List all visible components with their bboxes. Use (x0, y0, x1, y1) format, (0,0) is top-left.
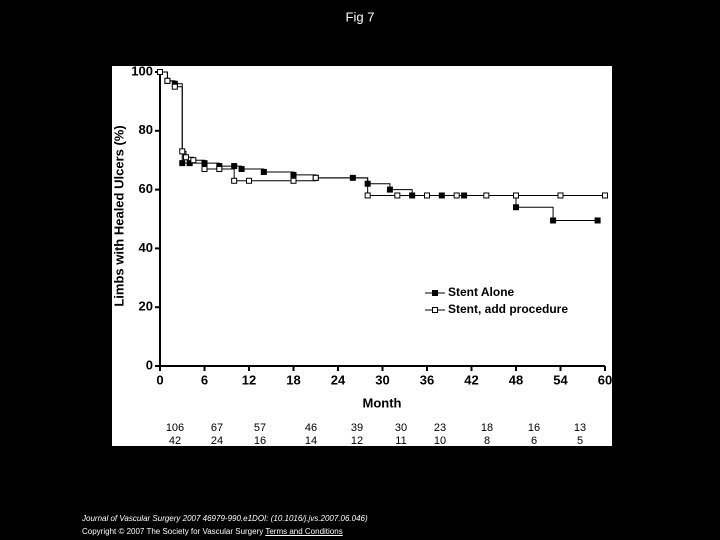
data-point (453, 192, 460, 199)
data-point (246, 177, 252, 184)
data-point (238, 166, 245, 173)
legend-label: Stent, add procedure (448, 302, 568, 316)
data-point (386, 186, 393, 193)
copyright-text: Copyright © 2007 The Society for Vascula… (82, 527, 266, 536)
legend-label: Stent Alone (448, 285, 515, 299)
data-point (260, 168, 267, 175)
legend-marker (432, 290, 438, 296)
at-risk-count: 6 (531, 435, 537, 447)
x-tick-label: 42 (464, 372, 478, 387)
x-tick-label: 12 (242, 372, 256, 387)
figure-panel (112, 66, 612, 446)
at-risk-count: 57 (254, 422, 266, 434)
y-tick-label: 40 (139, 240, 153, 255)
at-risk-count: 18 (481, 422, 493, 434)
data-point (602, 192, 608, 199)
data-point (201, 166, 208, 173)
x-axis-label: Month (363, 395, 402, 410)
data-point (557, 192, 564, 199)
data-point (290, 171, 297, 178)
x-tick-label: 48 (509, 372, 523, 387)
data-point (216, 166, 223, 173)
data-point (550, 217, 557, 224)
survival-line (160, 71, 605, 196)
data-point (179, 160, 186, 167)
at-risk-count: 24 (211, 435, 223, 447)
at-risk-count: 10 (434, 435, 446, 447)
x-tick-label: 24 (331, 372, 346, 387)
x-tick-label: 30 (375, 372, 389, 387)
y-axis-label: Limbs with Healed Ulcers (%) (111, 125, 126, 306)
at-risk-count: 23 (434, 422, 446, 434)
at-risk-count: 67 (211, 422, 223, 434)
legend-marker (432, 307, 438, 313)
data-point (424, 192, 430, 199)
x-tick-label: 6 (201, 372, 208, 387)
data-point (312, 174, 319, 181)
data-point (231, 177, 238, 184)
data-point (290, 177, 297, 184)
x-tick-label: 36 (420, 372, 434, 387)
y-tick-label: 0 (146, 357, 153, 372)
data-point (594, 217, 601, 224)
at-risk-count: 46 (305, 422, 317, 434)
x-tick-label: 18 (286, 372, 300, 387)
at-risk-count: 5 (577, 435, 583, 447)
data-point (231, 163, 238, 170)
data-point (179, 148, 186, 155)
copyright: Copyright © 2007 The Society for Vascula… (82, 527, 343, 536)
x-tick-label: 0 (156, 372, 163, 387)
data-point (513, 204, 519, 211)
at-risk-count: 13 (574, 422, 586, 434)
y-tick-label: 60 (139, 181, 153, 196)
data-point (164, 77, 171, 84)
at-risk-count: 16 (528, 422, 540, 434)
data-point (483, 192, 490, 199)
data-point (182, 154, 189, 161)
terms-link[interactable]: Terms and Conditions (265, 527, 343, 536)
at-risk-count: 106 (166, 422, 184, 434)
at-risk-count: 16 (254, 435, 266, 447)
at-risk-count: 12 (351, 435, 363, 447)
data-point (394, 192, 401, 199)
x-tick-label: 54 (553, 372, 568, 387)
citation: Journal of Vascular Surgery 2007 46979-9… (82, 514, 368, 523)
data-point (171, 83, 178, 90)
at-risk-count: 14 (305, 435, 317, 447)
at-risk-count: 30 (395, 422, 407, 434)
x-tick-label: 60 (598, 372, 612, 387)
at-risk-count: 11 (395, 435, 406, 447)
y-tick-label: 100 (131, 63, 153, 78)
at-risk-count: 8 (484, 435, 490, 447)
y-tick-label: 20 (139, 299, 153, 314)
data-point (513, 192, 519, 199)
y-tick-label: 80 (139, 122, 153, 137)
data-point (190, 157, 197, 164)
at-risk-count: 39 (351, 422, 363, 434)
data-point (157, 69, 163, 75)
data-point (364, 192, 371, 199)
at-risk-count: 42 (169, 435, 181, 447)
slide-title: Fig 7 (346, 9, 375, 24)
